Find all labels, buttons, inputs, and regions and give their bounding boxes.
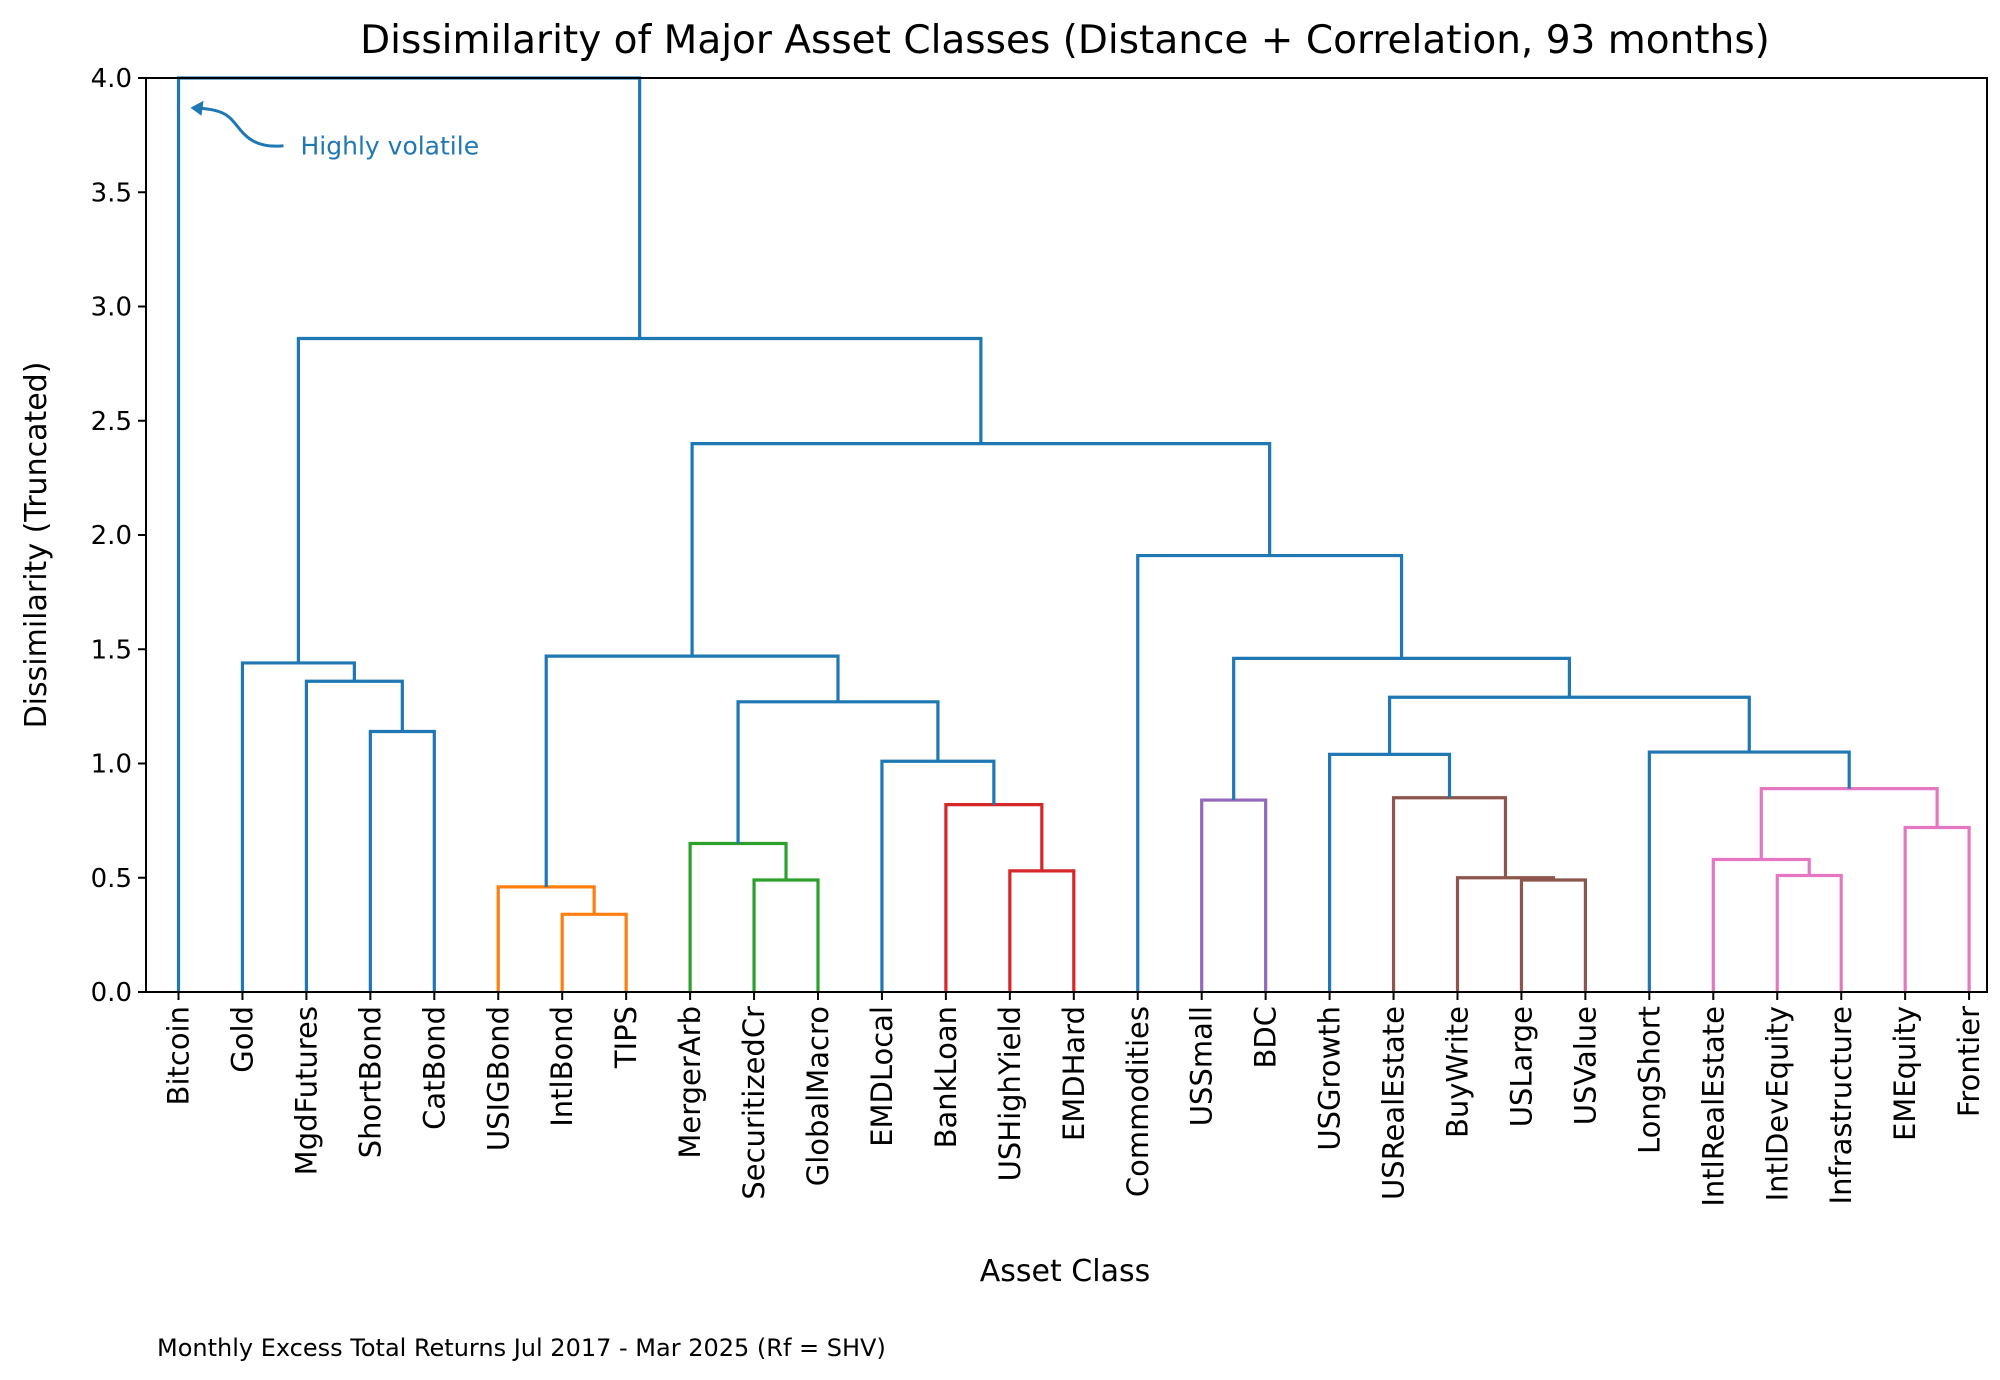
link-securitized-cr-global-macro (752, 878, 820, 992)
plot-frame (145, 77, 1988, 993)
leaf-label-usreal-estate: USRealEstate (1377, 1006, 1411, 1200)
annotation-text: Highly volatile (301, 132, 480, 161)
link-emdlocal-m6 (880, 759, 996, 992)
y-tick-label: 0.5 (91, 864, 132, 894)
link-intl-real-estate-m11 (1711, 857, 1811, 992)
annotation-arrow (195, 106, 284, 148)
leaf-label-frontier: Frontier (1952, 1006, 1986, 1117)
dendrogram-links (176, 76, 1971, 992)
leaf-label-intl-dev-equity: IntlDevEquity (1760, 1006, 1794, 1201)
leaf-label-mgd-futures: MgdFutures (289, 1006, 323, 1175)
footnote: Monthly Excess Total Returns Jul 2017 - … (157, 1334, 886, 1362)
y-axis: 0.0 0.5 1.0 1.5 2.0 2.5 3.0 3.5 4.0 (91, 64, 146, 1008)
y-tick-label: 3.5 (91, 178, 132, 208)
leaf-label-global-macro: GlobalMacro (801, 1006, 835, 1186)
leaf-label-long-short: LongShort (1632, 1006, 1666, 1154)
link-merger-arb-m3 (688, 841, 788, 992)
y-tick-label: 3.0 (91, 293, 132, 323)
link-mgd-futures-m15 (304, 679, 404, 992)
leaf-label-ussmall: USSmall (1185, 1006, 1219, 1126)
link-bank-loan-m5 (944, 803, 1044, 992)
y-tick-label: 4.0 (91, 64, 132, 94)
y-axis-label: Dissimilarity (Truncated) (19, 362, 54, 729)
link-usigbond-m1 (496, 885, 596, 992)
link-ushigh-yield-emdhard (1008, 869, 1076, 992)
annotation-arrowhead (190, 100, 204, 116)
x-axis: Bitcoin Gold MgdFutures ShortBond CatBond USI… (162, 992, 1986, 1207)
leaf-label-bitcoin: Bitcoin (162, 1006, 196, 1105)
leaf-label-short-bond: ShortBond (353, 1006, 387, 1158)
link-m20-m25 (690, 442, 1272, 657)
leaf-label-emequity: EMEquity (1888, 1006, 1922, 1141)
leaf-label-usigbond: USIGBond (481, 1006, 515, 1151)
link-intl-bond-tips (560, 912, 628, 992)
link-emequity-frontier (1903, 825, 1971, 992)
link-commodities-m24 (1136, 553, 1404, 992)
link-short-bond-cat-bond (368, 729, 436, 992)
y-tick-label: 2.5 (91, 407, 132, 437)
leaf-label-usvalue: USValue (1568, 1006, 1602, 1125)
leaf-label-ushigh-yield: USHighYield (993, 1006, 1027, 1181)
leaf-label-uslarge: USLarge (1504, 1006, 1538, 1127)
leaf-label-merger-arb: MergerArb (673, 1006, 707, 1159)
leaf-label-usgrowth: USGrowth (1313, 1006, 1347, 1151)
leaf-label-securitized-cr: SecuritizedCr (737, 1006, 771, 1200)
leaf-label-infrastructure: Infrastructure (1824, 1006, 1858, 1204)
leaf-label-intl-real-estate: IntlRealEstate (1696, 1006, 1730, 1207)
link-usreal-estate-m9 (1391, 796, 1508, 992)
leaf-label-tips: TIPS (609, 1006, 643, 1069)
y-tick-label: 1.5 (91, 635, 132, 665)
link-ussmall-bdc (1200, 798, 1268, 992)
link-bitcoin-m27 (176, 76, 642, 992)
leaf-label-commodities: Commodities (1121, 1006, 1155, 1197)
link-uslarge-usvalue (1519, 878, 1587, 992)
link-m2-m19 (544, 654, 840, 887)
link-gold-m16 (240, 661, 356, 992)
y-tick-label: 1.0 (91, 750, 132, 780)
link-m4-m18 (736, 700, 940, 844)
leaf-label-gold: Gold (225, 1006, 259, 1073)
leaf-label-bdc: BDC (1249, 1006, 1283, 1068)
annotation-layer: Highly volatile (190, 100, 480, 161)
link-intl-dev-equity-infrastructure (1775, 873, 1843, 992)
y-tick-label: 0.0 (91, 978, 132, 1008)
leaf-label-emdlocal: EMDLocal (865, 1006, 899, 1147)
link-m21-m22 (1387, 695, 1751, 755)
leaf-label-cat-bond: CatBond (417, 1006, 451, 1130)
link-m17-m26 (296, 336, 983, 663)
x-axis-label: Asset Class (980, 1254, 1150, 1289)
link-buy-write-m8 (1455, 876, 1556, 992)
link-usgrowth-m10 (1328, 752, 1452, 992)
leaf-label-buy-write: BuyWrite (1441, 1006, 1475, 1138)
leaf-label-bank-loan: BankLoan (929, 1006, 963, 1148)
leaf-label-intl-bond: IntlBond (545, 1006, 579, 1127)
link-m7-m23 (1232, 656, 1572, 801)
chart-title: Dissimilarity of Major Asset Classes (Di… (360, 18, 1770, 63)
y-tick-label: 2.0 (91, 521, 132, 551)
leaf-label-emdhard: EMDHard (1057, 1006, 1091, 1141)
link-m12-m13 (1759, 787, 1939, 860)
